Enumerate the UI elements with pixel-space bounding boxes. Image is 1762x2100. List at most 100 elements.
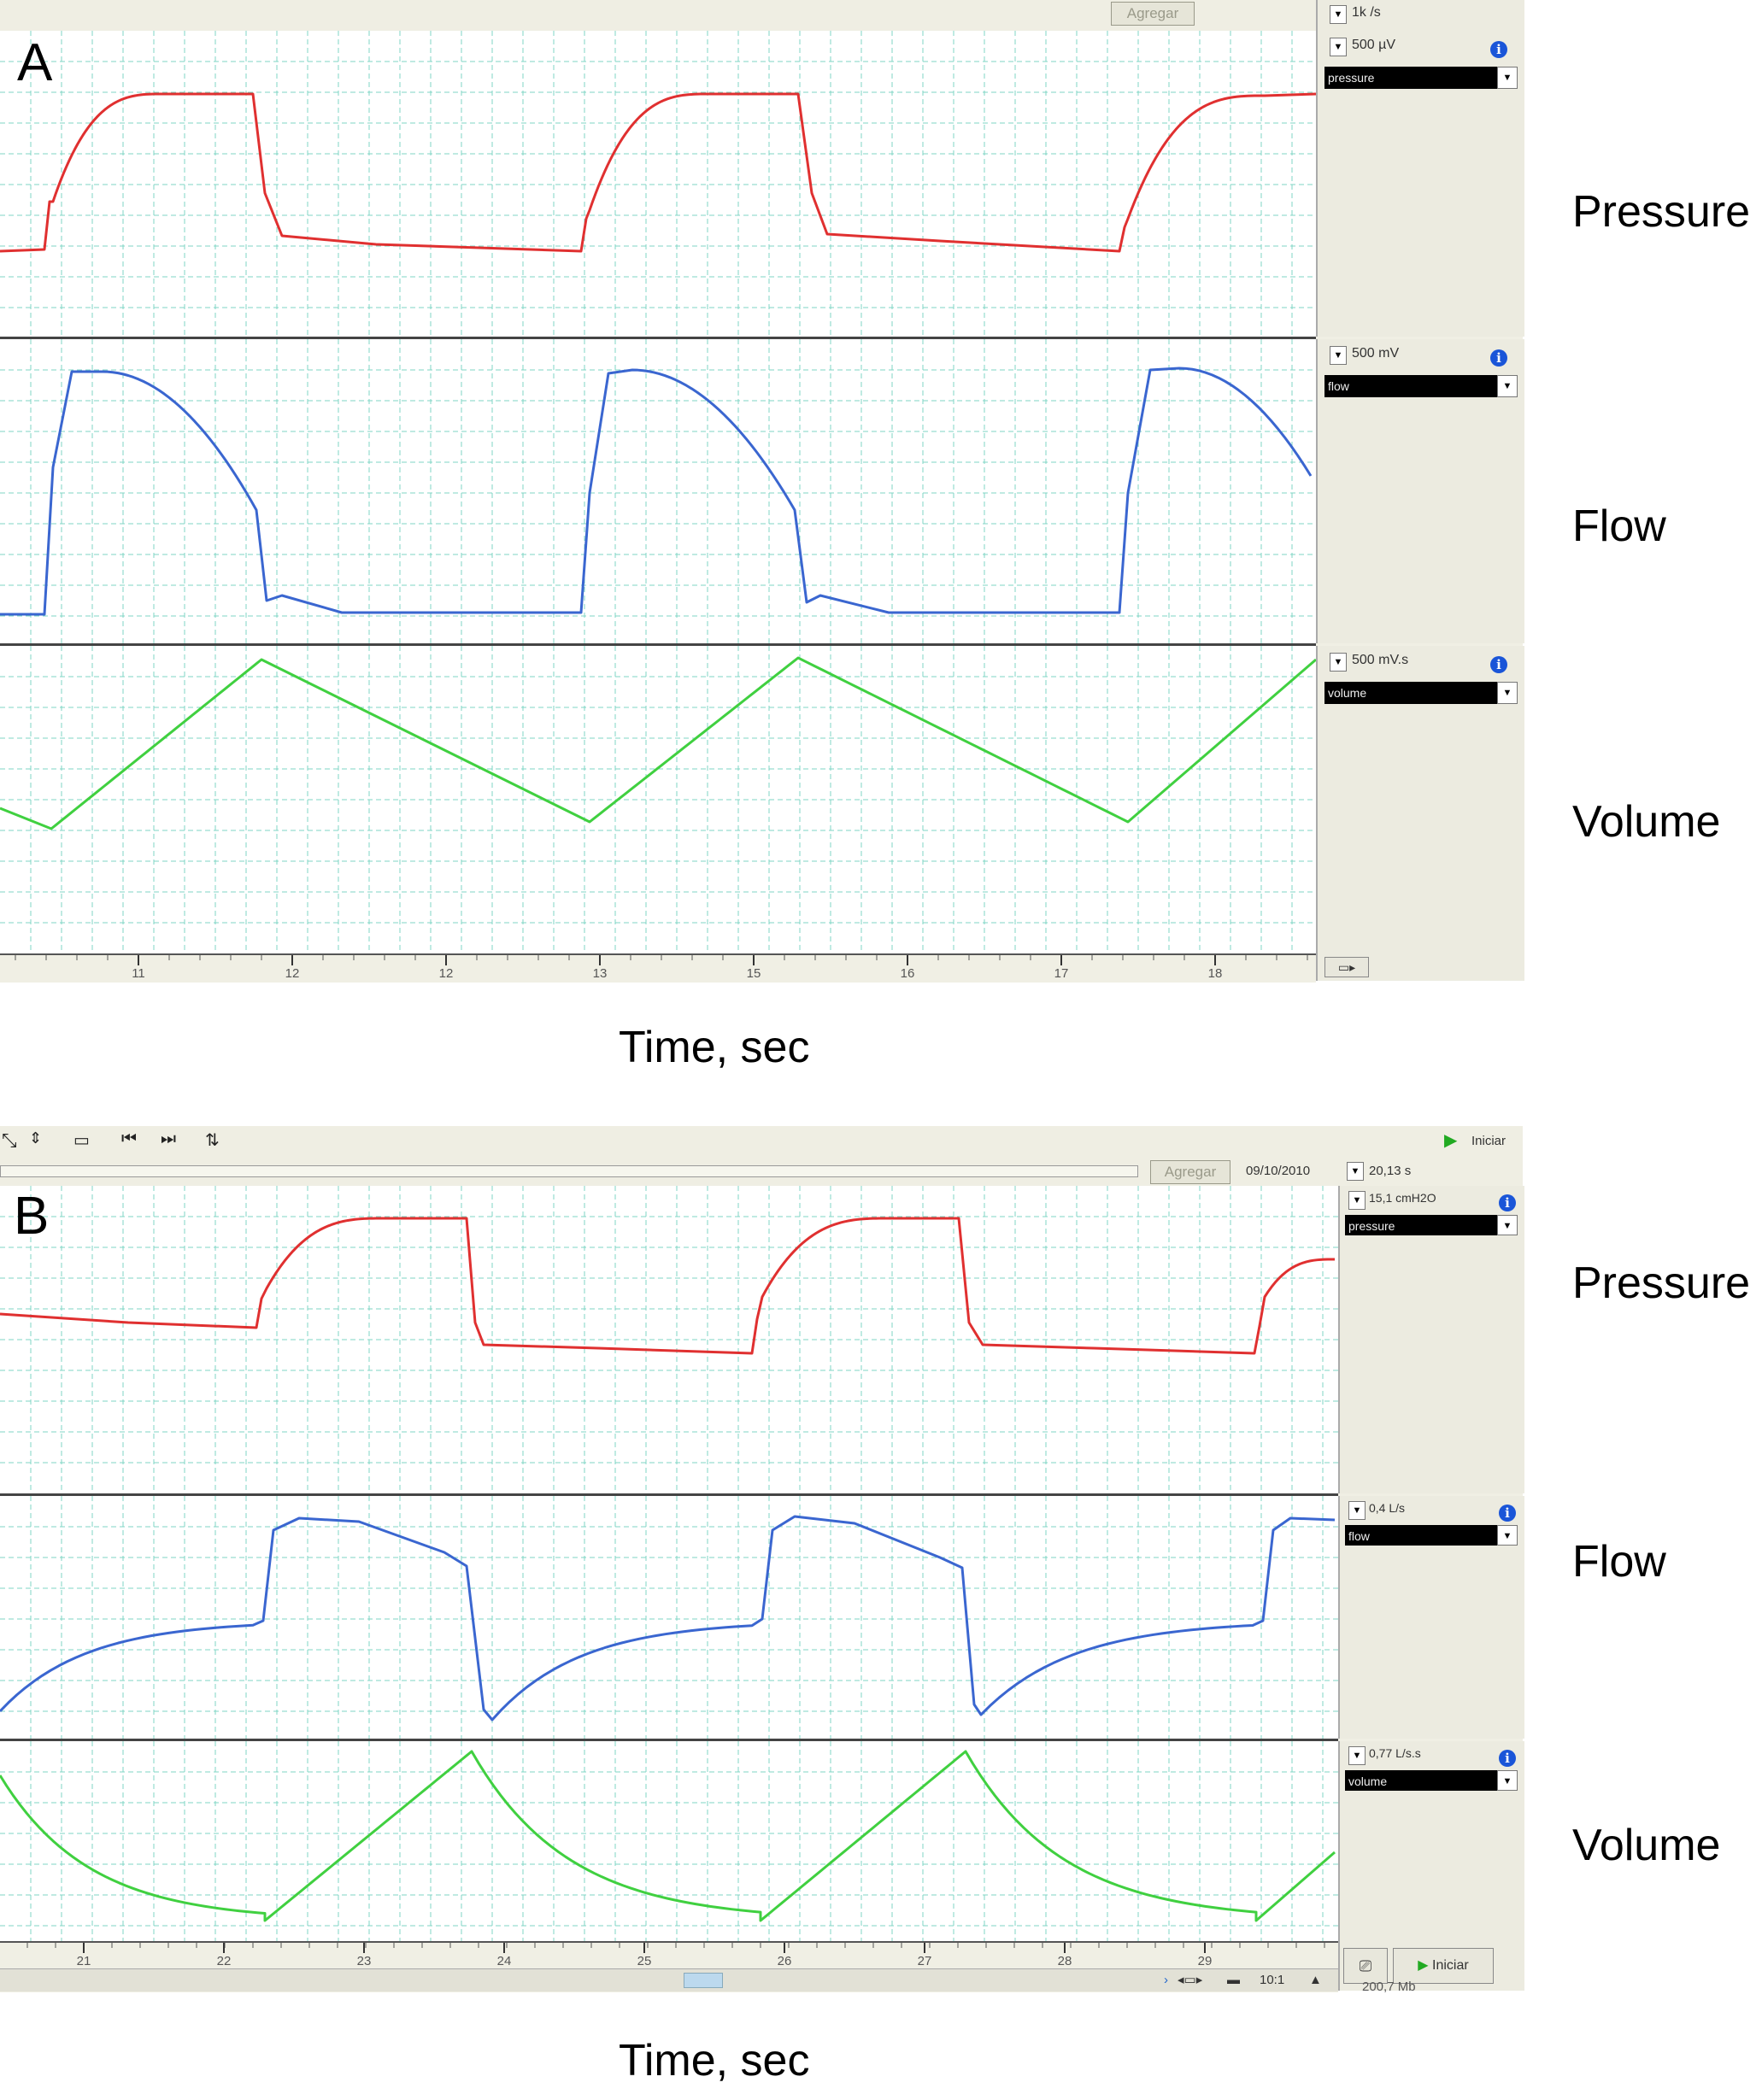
tick-label: 24 (497, 1954, 512, 1968)
panel-b-label-volume: Volume (1572, 1821, 1721, 1870)
panel-a-pressure-side: ▼ 500 µV i pressure ▼ (1316, 31, 1524, 337)
channel-name: pressure (1348, 1219, 1395, 1233)
pressure-trace-b (0, 1186, 1338, 1493)
zoom-ratio[interactable]: 10:1 (1260, 1973, 1285, 1987)
tick-label: 17 (1054, 966, 1069, 981)
panel-b-infobar: Agregar 09/10/2010 ▼ 20,13 s (0, 1157, 1523, 1188)
tick-label: 21 (77, 1954, 91, 1968)
chevron-down-icon: ▼ (1497, 67, 1518, 89)
panel-b-add-button[interactable]: Agregar (1150, 1160, 1230, 1184)
panel-b-time-axis: 21 22 23 24 25 26 27 28 29 › ◂▭▸ ▬ 10:1 ▲ (0, 1941, 1338, 1992)
scale-dropdown[interactable]: ▼ (1348, 1501, 1366, 1520)
scrollbar-thumb[interactable] (684, 1973, 723, 1988)
signal-trace (0, 1515, 1336, 1722)
skip-forward-icon[interactable]: ⏭ (161, 1129, 176, 1148)
channel-name: pressure (1328, 71, 1375, 85)
channel-select[interactable]: flow ▼ (1345, 1525, 1518, 1546)
panel-b-flow-channel (0, 1496, 1338, 1741)
tick-label: 15 (747, 966, 761, 981)
adjust-icon[interactable]: ⇅ (205, 1131, 220, 1150)
tick-label: 27 (918, 1954, 932, 1968)
channel-select[interactable]: volume ▼ (1345, 1770, 1518, 1791)
start-button-label: Iniciar (1432, 1958, 1469, 1973)
tick-label: 13 (593, 966, 608, 981)
play-icon: ▶ (1418, 1958, 1429, 1973)
scale-dropdown[interactable]: ▼ (1348, 1191, 1366, 1210)
info-icon[interactable]: i (1490, 656, 1507, 673)
chevron-down-icon: ▼ (1497, 1525, 1518, 1546)
panel-a-axis-ticks: 11 12 12 13 15 16 17 18 (15, 955, 1308, 981)
scale-dropdown[interactable]: ▼ (1330, 653, 1347, 672)
info-icon[interactable]: i (1490, 41, 1507, 58)
panel-a-volume-channel (0, 646, 1316, 953)
panel-a-pressure-channel: A (0, 31, 1316, 339)
panel-a-letter: A (17, 33, 53, 92)
scale-dropdown[interactable]: ▼ (1330, 346, 1347, 365)
tick-label: 28 (1058, 1954, 1072, 1968)
panel-a-time-axis: 11 12 12 13 15 16 17 18 (0, 953, 1316, 983)
scale-icon[interactable]: ⇕ (29, 1129, 43, 1147)
channel-name: flow (1328, 379, 1349, 393)
panel-a-label-volume: Volume (1572, 797, 1721, 847)
channel-select[interactable]: pressure ▼ (1345, 1215, 1518, 1235)
tick-label: 29 (1198, 1954, 1213, 1968)
channel-select[interactable]: flow ▼ (1324, 375, 1518, 397)
info-icon[interactable]: i (1499, 1505, 1516, 1522)
scale-dropdown[interactable]: ▼ (1330, 38, 1347, 56)
signal-trace (0, 92, 1316, 253)
panel-b-device-button[interactable]: ⎚ (1343, 1948, 1388, 1984)
tick-label: 26 (778, 1954, 792, 1968)
panel-b-label-flow: Flow (1572, 1537, 1666, 1587)
signal-trace (0, 1217, 1336, 1355)
panel-a-flow-channel (0, 339, 1316, 646)
baseline-icon[interactable]: ▬ (1227, 1973, 1240, 1987)
panel-b: ⤡ ⇕ ▭ ⏮ ⏭ ⇅ ▶ Iniciar Agregar 09/10/2010… (0, 1126, 1524, 1992)
panel-b-toolbar: ⤡ ⇕ ▭ ⏮ ⏭ ⇅ ▶ Iniciar (0, 1126, 1523, 1158)
panel-a-add-button[interactable]: Agregar (1111, 2, 1195, 26)
rate-dropdown[interactable]: ▼ (1330, 5, 1347, 24)
duration-dropdown[interactable]: ▼ (1347, 1162, 1364, 1181)
panel-a-volume-side: ▼ 500 mV.s i volume ▼ (1316, 646, 1524, 953)
panel-b-caption: Time, sec (619, 2036, 810, 2085)
expand-icon[interactable]: › (1164, 1973, 1168, 1987)
channel-name: volume (1348, 1774, 1388, 1788)
pressure-scale: 500 µV (1352, 38, 1396, 52)
info-icon[interactable]: i (1499, 1750, 1516, 1767)
flow-scale: 0,4 L/s (1369, 1501, 1406, 1515)
panel-b-scrollbar[interactable]: › ◂▭▸ ▬ 10:1 ▲ (0, 1968, 1338, 1991)
play-icon[interactable]: ▶ (1444, 1131, 1458, 1150)
panel-a-topbar: Agregar (0, 0, 1316, 32)
channel-select[interactable]: pressure ▼ (1324, 67, 1518, 89)
channel-select[interactable]: volume ▼ (1324, 682, 1518, 704)
panel-a: Agregar ▼ 1k /s A ▼ 500 µV i pressure ▼ ▼… (0, 0, 1524, 983)
panel-a-footer-button[interactable]: ▭▸ (1324, 957, 1369, 977)
tick-label: 18 (1208, 966, 1223, 981)
flow-scale: 500 mV (1352, 346, 1400, 361)
peak-icon[interactable]: ▲ (1309, 1973, 1322, 1987)
duration: 20,13 s (1369, 1164, 1412, 1178)
panel-b-volume-channel (0, 1741, 1338, 1941)
tick-label: 22 (217, 1954, 232, 1968)
tick-label: 12 (285, 966, 300, 981)
start-label[interactable]: Iniciar (1471, 1134, 1507, 1148)
panel-a-label-pressure: Pressure (1572, 187, 1751, 237)
chevron-down-icon: ▼ (1497, 1215, 1518, 1235)
channel-name: volume (1328, 686, 1367, 700)
info-icon[interactable]: i (1490, 349, 1507, 367)
window-icon[interactable]: ▭ (73, 1131, 90, 1150)
channel-name: flow (1348, 1529, 1370, 1543)
memory-usage: 200,7 Mb (1362, 1980, 1416, 1994)
panel-a-label-flow: Flow (1572, 502, 1666, 551)
signal-trace (0, 656, 1316, 830)
pressure-trace-a (0, 31, 1316, 337)
chevron-down-icon: ▼ (1497, 682, 1518, 704)
info-icon[interactable]: i (1499, 1194, 1516, 1211)
scale-dropdown[interactable]: ▼ (1348, 1746, 1366, 1765)
skip-back-icon[interactable]: ⏮ (121, 1129, 137, 1148)
panel-b-start-button[interactable]: ▶ Iniciar (1393, 1948, 1494, 1984)
tick-label: 25 (637, 1954, 652, 1968)
zoom-icon[interactable]: ⤡ (2, 1129, 17, 1151)
fit-icon[interactable]: ◂▭▸ (1178, 1973, 1203, 1987)
record-date: 09/10/2010 (1246, 1164, 1311, 1178)
panel-a-caption: Time, sec (619, 1023, 810, 1072)
